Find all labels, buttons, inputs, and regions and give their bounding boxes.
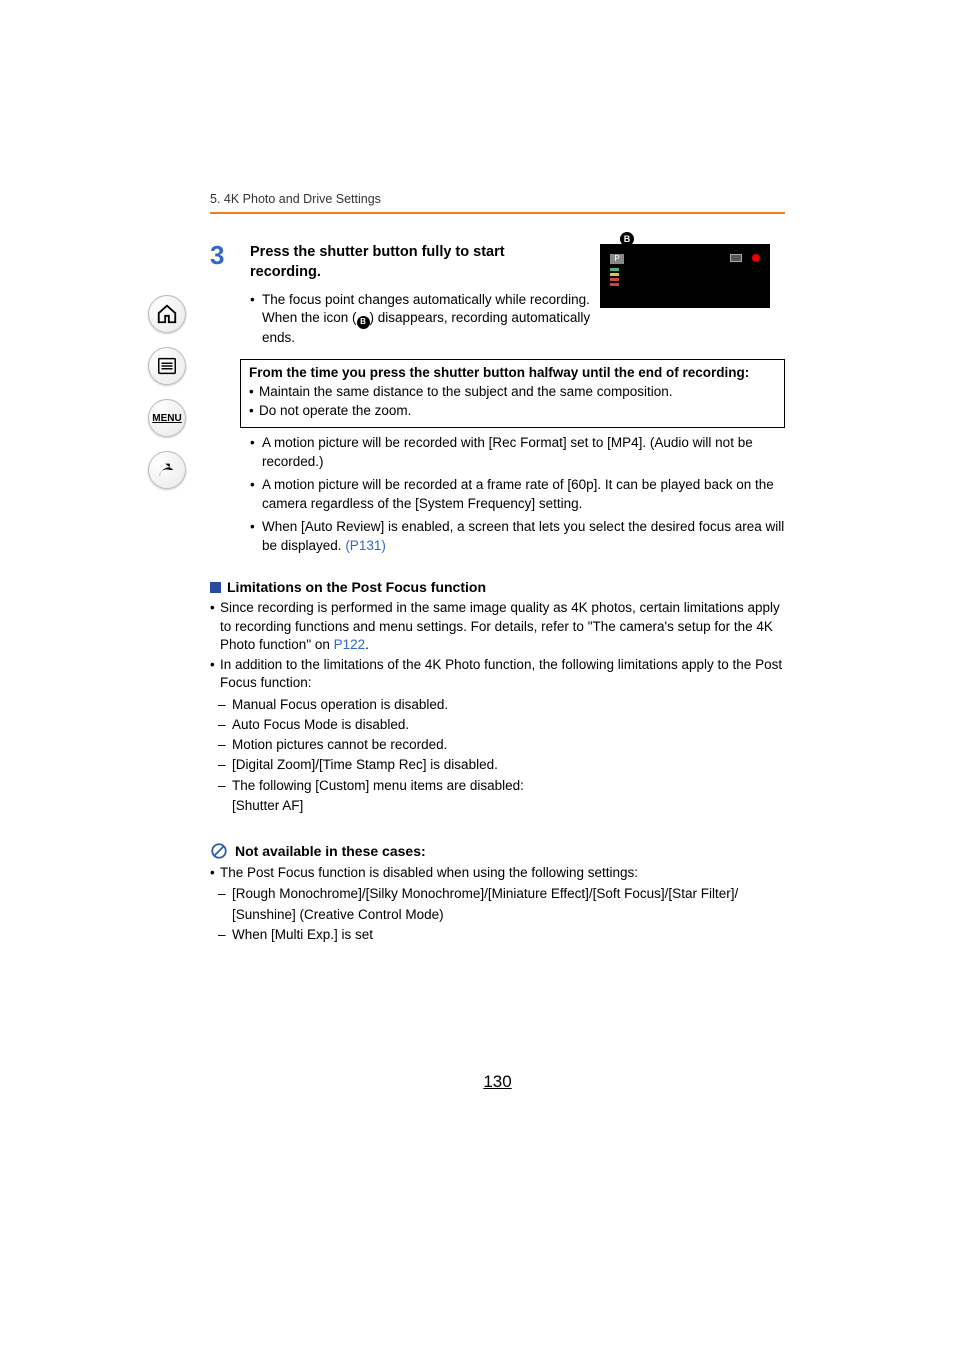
callout-b-label: B (620, 232, 634, 246)
b-icon: B (357, 316, 370, 329)
bullet-dot: • (210, 656, 220, 692)
section-square-icon (210, 582, 221, 593)
na-d1a: [Rough Monochrome]/[Silky Monochrome]/[M… (232, 886, 738, 901)
limit-d5a: The following [Custom] menu items are di… (232, 778, 524, 793)
note-2b: camera regardless of the [System Frequen… (262, 496, 582, 511)
dash: – (218, 884, 232, 925)
limit-p1: Since recording is performed in the same… (220, 599, 780, 654)
limitations-heading: Limitations on the Post Focus function (227, 579, 486, 595)
limit-p1b: to recording functions and menu settings… (220, 619, 773, 634)
camera-bars-icon (610, 268, 619, 290)
home-button[interactable] (148, 295, 186, 333)
bullet-dot: • (250, 291, 262, 348)
dash: – (218, 715, 232, 735)
limit-p2: In addition to the limitations of the 4K… (220, 656, 782, 692)
camera-screen-figure: P (600, 244, 770, 308)
camera-mode-icon (730, 254, 742, 262)
box-title: From the time you press the shutter butt… (249, 364, 776, 383)
dash: – (218, 735, 232, 755)
na-d1: [Rough Monochrome]/[Silky Monochrome]/[M… (232, 884, 738, 925)
limit-d2: Auto Focus Mode is disabled. (232, 715, 409, 735)
note-2a: A motion picture will be recorded at a f… (262, 477, 774, 492)
na-d2: When [Multi Exp.] is set (232, 925, 373, 945)
box-line1: Maintain the same distance to the subjec… (259, 383, 672, 402)
limit-d5b: [Shutter AF] (232, 798, 303, 813)
limit-d1: Manual Focus operation is disabled. (232, 695, 448, 715)
step-bullet-1c: ends. (262, 330, 295, 345)
highlight-box: From the time you press the shutter butt… (240, 359, 785, 428)
home-icon (156, 303, 178, 325)
back-arrow-icon (156, 459, 178, 481)
note-3a: When [Auto Review] is enabled, a screen … (262, 519, 784, 534)
box-line2: Do not operate the zoom. (259, 402, 411, 421)
dash: – (218, 776, 232, 817)
bullet-dot: • (250, 434, 262, 472)
menu-label: MENU (152, 413, 181, 424)
camera-p-label: P (610, 254, 624, 264)
limit-p1c-pre: Photo function" on (220, 637, 334, 652)
dash: – (218, 755, 232, 775)
link-p122[interactable]: P122 (334, 637, 366, 652)
note-3: When [Auto Review] is enabled, a screen … (262, 518, 784, 556)
bullet-dot: • (250, 518, 262, 556)
dash: – (218, 695, 232, 715)
na-d1b: [Sunshine] (Creative Control Mode) (232, 907, 444, 922)
dash: – (218, 925, 232, 945)
note-1: A motion picture will be recorded with [… (262, 434, 753, 472)
bullet-dot: • (249, 383, 259, 402)
bullet-dot: • (210, 599, 220, 654)
limit-p1c-post: . (365, 637, 369, 652)
limit-d4: [Digital Zoom]/[Time Stamp Rec] is disab… (232, 755, 498, 775)
note-1b: recorded.) (262, 454, 324, 469)
step-number: 3 (210, 242, 236, 268)
list-icon (156, 355, 178, 377)
step-bullet-1b-pre: When the icon ( (262, 310, 357, 325)
link-p131[interactable]: (P131) (345, 538, 386, 553)
step-bullet-1b-post: ) disappears, recording automatically (370, 310, 591, 325)
step-bullet-text: The focus point changes automatically wh… (262, 291, 590, 348)
limit-p2b: Focus function: (220, 675, 312, 690)
note-2: A motion picture will be recorded at a f… (262, 476, 774, 514)
record-dot-icon (752, 254, 760, 262)
bullet-dot: • (250, 476, 262, 514)
limit-d5: The following [Custom] menu items are di… (232, 776, 524, 817)
limit-d3: Motion pictures cannot be recorded. (232, 735, 447, 755)
bullet-dot: • (210, 864, 220, 882)
back-button[interactable] (148, 451, 186, 489)
step-title-line1: Press the shutter button fully to start (250, 244, 505, 260)
bullet-dot: • (249, 402, 259, 421)
note-1a: A motion picture will be recorded with [… (262, 435, 753, 450)
step-bullet-1a: The focus point changes automatically wh… (262, 292, 590, 307)
page-number: 130 (210, 1072, 785, 1092)
na-heading: Not available in these cases: (235, 843, 426, 859)
limit-p1a: Since recording is performed in the same… (220, 600, 780, 615)
breadcrumb: 5. 4K Photo and Drive Settings (210, 192, 785, 214)
limit-p2a: In addition to the limitations of the 4K… (220, 657, 782, 672)
prohibit-icon (210, 842, 228, 860)
menu-button[interactable]: MENU (148, 399, 186, 437)
note-3b-pre: be displayed. (262, 538, 345, 553)
step-title-line2: recording. (250, 264, 321, 280)
toc-button[interactable] (148, 347, 186, 385)
na-p1: The Post Focus function is disabled when… (220, 864, 638, 882)
